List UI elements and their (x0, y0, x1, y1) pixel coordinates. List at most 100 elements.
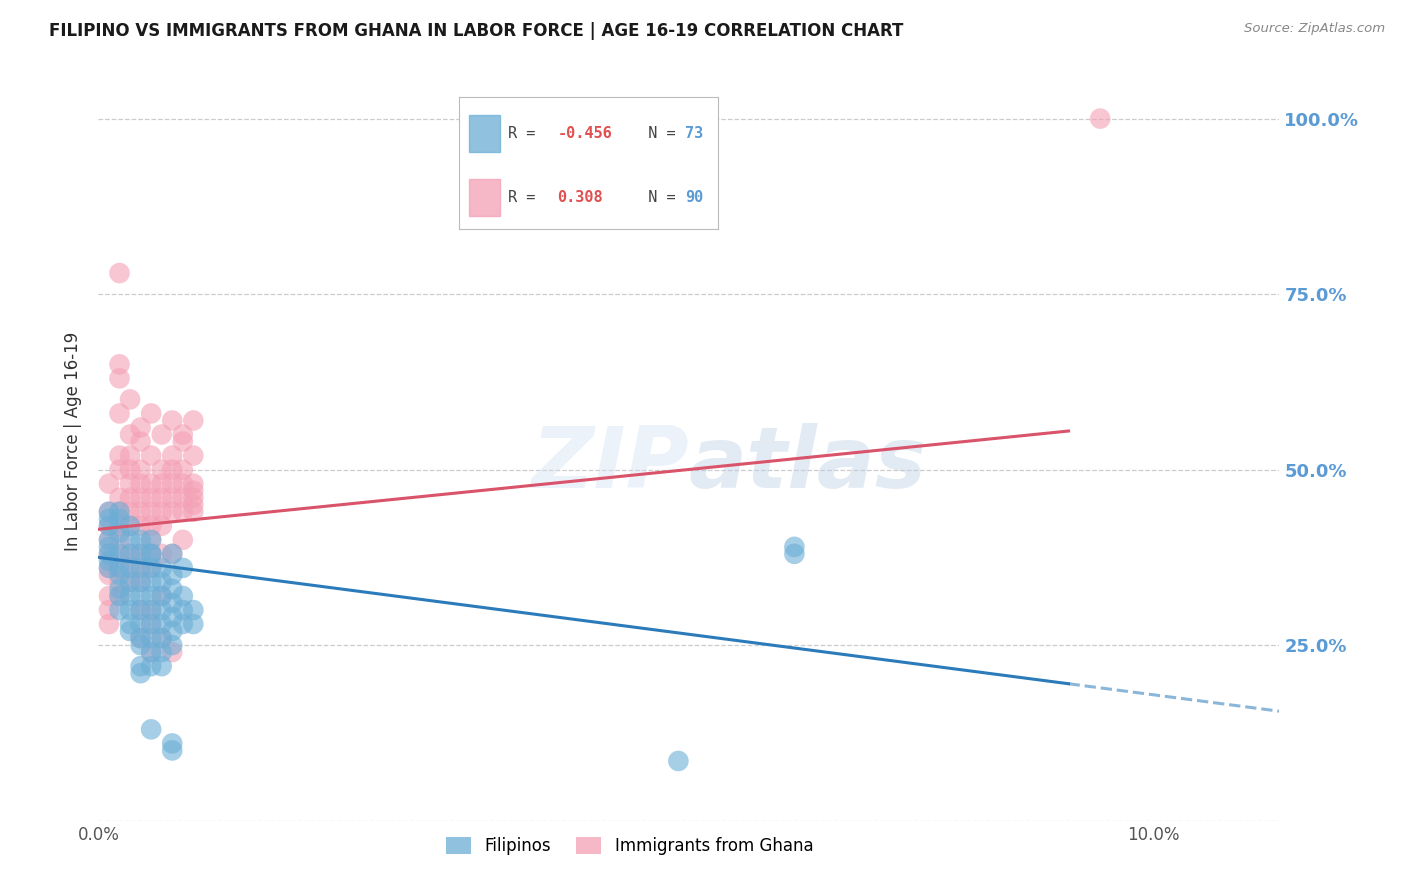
Point (120, 518, 141, 533)
Point (162, 547, 183, 561)
Point (108, 462, 131, 476)
Point (668, 754, 690, 768)
Point (120, 462, 141, 476)
Point (162, 645, 183, 659)
Point (183, 449, 205, 463)
Point (183, 617, 205, 632)
Point (129, 505, 152, 519)
Point (120, 427, 141, 442)
Point (129, 666, 152, 681)
Point (141, 407, 163, 421)
Point (108, 491, 131, 505)
Point (141, 645, 163, 659)
Point (141, 645, 163, 659)
Point (141, 561, 163, 575)
Point (108, 603, 131, 617)
Point (172, 476, 194, 491)
Point (98, 540, 121, 554)
Point (172, 617, 194, 632)
Point (141, 476, 163, 491)
Point (120, 491, 141, 505)
Point (108, 561, 131, 575)
Point (150, 659, 173, 673)
Point (783, 540, 806, 554)
Point (150, 547, 173, 561)
Point (98, 561, 121, 575)
Point (162, 596, 183, 610)
Point (108, 512, 131, 526)
Point (129, 603, 152, 617)
Text: Source: ZipAtlas.com: Source: ZipAtlas.com (1244, 22, 1385, 36)
Point (98, 547, 121, 561)
Point (98, 518, 121, 533)
Point (108, 547, 131, 561)
Point (129, 659, 152, 673)
Point (150, 491, 173, 505)
Point (162, 547, 183, 561)
Point (172, 561, 194, 575)
Point (108, 574, 131, 589)
Point (172, 505, 194, 519)
Point (98, 533, 121, 547)
Point (120, 617, 141, 632)
Point (141, 547, 163, 561)
Point (150, 427, 173, 442)
Point (98, 561, 121, 575)
Point (129, 547, 152, 561)
Point (98, 547, 121, 561)
Point (129, 518, 152, 533)
Point (108, 371, 131, 385)
Point (141, 589, 163, 603)
Point (108, 582, 131, 596)
Point (108, 266, 131, 280)
Point (98, 512, 121, 526)
Point (150, 645, 173, 659)
Point (129, 589, 152, 603)
Point (129, 420, 152, 434)
Point (162, 568, 183, 582)
Point (172, 603, 194, 617)
Point (150, 561, 173, 575)
Point (1090, 112, 1112, 126)
Point (98, 603, 121, 617)
Point (98, 554, 121, 568)
Point (141, 518, 163, 533)
Point (141, 449, 163, 463)
Point (129, 491, 152, 505)
Point (172, 491, 194, 505)
Point (129, 434, 152, 449)
Point (129, 533, 152, 547)
Point (162, 743, 183, 757)
Point (98, 589, 121, 603)
Point (120, 518, 141, 533)
Point (129, 561, 152, 575)
Point (120, 476, 141, 491)
Point (141, 659, 163, 673)
Point (129, 638, 152, 652)
Point (150, 589, 173, 603)
Point (162, 624, 183, 639)
Point (162, 491, 183, 505)
Point (120, 561, 141, 575)
Point (162, 462, 183, 476)
Point (162, 736, 183, 750)
Point (172, 533, 194, 547)
Text: atlas: atlas (689, 423, 927, 506)
Point (150, 631, 173, 645)
Point (108, 561, 131, 575)
Point (162, 582, 183, 596)
Point (162, 505, 183, 519)
Point (108, 357, 131, 371)
Point (98, 505, 121, 519)
Point (150, 476, 173, 491)
Point (162, 610, 183, 624)
Point (129, 631, 152, 645)
Point (108, 407, 131, 421)
Point (98, 505, 121, 519)
Point (129, 547, 152, 561)
Point (129, 603, 152, 617)
Point (141, 533, 163, 547)
Point (150, 574, 173, 589)
Point (108, 505, 131, 519)
Point (183, 491, 205, 505)
